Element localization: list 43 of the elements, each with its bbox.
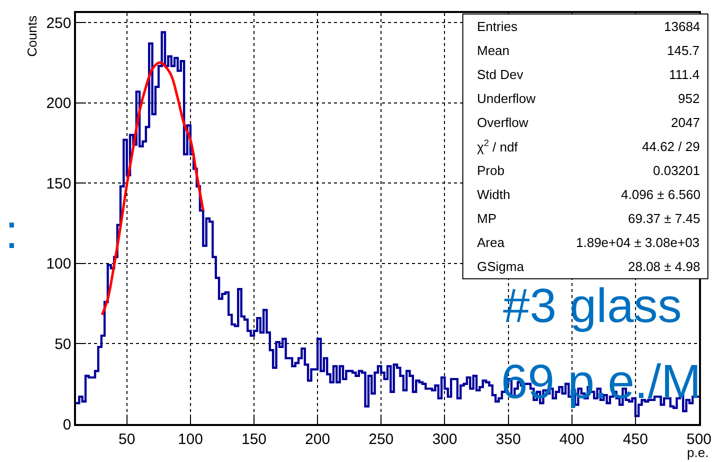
y-tick-label: 150 [46, 175, 72, 192]
x-tick-label: 400 [559, 430, 584, 448]
annotation: 2047 [671, 115, 700, 130]
x-tick-label: 350 [496, 430, 521, 448]
annotation: 952 [678, 91, 700, 106]
y-tick-label: 250 [46, 14, 72, 32]
annotation: Mean [477, 43, 510, 58]
y-tick-label: 50 [54, 336, 72, 353]
annotation: χ$^{2}$ / ndf [477, 138, 518, 154]
annotation: GSigma [477, 259, 525, 274]
y-axis-title: Counts [24, 15, 40, 57]
annotation: 28.08 ± 4.98 [628, 259, 700, 274]
x-tick-label: 50 [118, 430, 136, 448]
line-series [100, 62, 204, 316]
annotation: 1.89e+04 ± 3.08e+03 [576, 235, 700, 250]
annotation: 0.03201 [653, 163, 700, 178]
annotation: Underflow [477, 91, 536, 106]
annotation: #3 glass [503, 280, 682, 333]
x-tick-label: 300 [432, 430, 458, 448]
annotation: Width [477, 187, 510, 202]
x-tick-label: 450 [622, 430, 648, 448]
annotation: Std Dev [477, 67, 524, 82]
text: : [5, 206, 18, 259]
annotation: 111.4 [669, 67, 700, 82]
annotation: Prob [477, 163, 504, 178]
annotation: MP [477, 211, 496, 226]
x-tick-label: 100 [178, 430, 203, 448]
annotation: Area [477, 235, 506, 250]
annotation: Overflow [477, 115, 529, 130]
annotation: 13684 [664, 19, 700, 34]
annotation: Entries [477, 19, 518, 34]
x-tick-label: 200 [305, 430, 330, 448]
y-tick-label: 0 [62, 416, 72, 434]
y-tick-label: 100 [46, 256, 72, 273]
x-tick-label: 150 [241, 430, 267, 448]
annotation: 69.37 ± 7.45 [628, 211, 700, 226]
annotation: 44.62 / 29 [642, 139, 700, 154]
annotation: 4.096 ± 6.560 [621, 187, 700, 202]
x-axis-title: p.e. [687, 445, 709, 460]
y-tick-label: 200 [46, 95, 72, 112]
annotation: 145.7 [667, 43, 700, 58]
x-tick-label: 500 [686, 430, 712, 448]
x-tick-label: 250 [368, 430, 394, 448]
